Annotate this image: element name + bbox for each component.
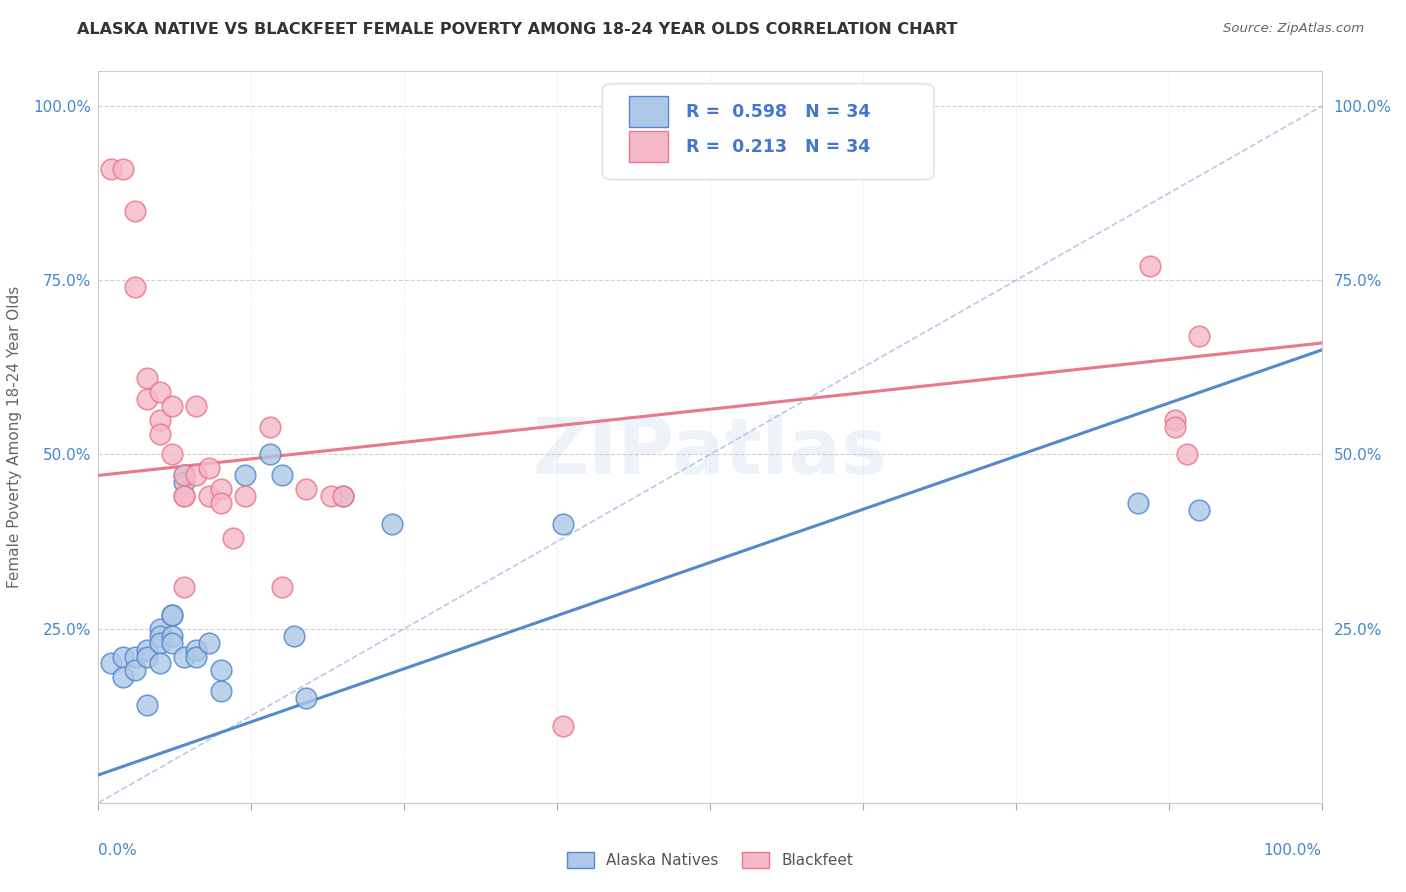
Point: [295, 691, 318, 706]
Point: [136, 698, 159, 713]
Point: [124, 664, 146, 678]
Point: [1175, 448, 1198, 462]
Point: [149, 384, 172, 399]
Point: [1128, 496, 1150, 510]
Y-axis label: Female Poverty Among 18-24 Year Olds: Female Poverty Among 18-24 Year Olds: [7, 286, 22, 588]
Point: [173, 489, 195, 503]
Point: [332, 489, 354, 503]
Point: [209, 496, 232, 510]
Point: [149, 426, 172, 441]
Point: [160, 607, 183, 622]
Point: [1139, 260, 1161, 274]
Point: [1188, 503, 1211, 517]
FancyBboxPatch shape: [602, 84, 934, 179]
Point: [233, 468, 256, 483]
Point: [111, 161, 134, 176]
Text: ZIPatlas: ZIPatlas: [533, 414, 887, 490]
Point: [283, 629, 305, 643]
Text: Source: ZipAtlas.com: Source: ZipAtlas.com: [1223, 22, 1364, 36]
Point: [160, 448, 183, 462]
Point: [233, 489, 256, 503]
Point: [160, 635, 183, 649]
Point: [136, 392, 159, 406]
Point: [186, 642, 208, 657]
Point: [173, 468, 195, 483]
Point: [149, 657, 172, 671]
Point: [149, 412, 172, 426]
Point: [270, 580, 294, 594]
Point: [124, 280, 146, 294]
Text: R =  0.598   N = 34: R = 0.598 N = 34: [686, 103, 870, 120]
Point: [197, 461, 219, 475]
Point: [259, 448, 281, 462]
Point: [160, 399, 183, 413]
Point: [160, 607, 183, 622]
Point: [173, 475, 195, 490]
Point: [111, 670, 134, 684]
Point: [553, 719, 575, 733]
Point: [1188, 329, 1211, 343]
Point: [209, 664, 232, 678]
Point: [1164, 412, 1187, 426]
Point: [100, 161, 122, 176]
Text: 0.0%: 0.0%: [98, 843, 138, 858]
Point: [295, 483, 318, 497]
Point: [100, 657, 122, 671]
Point: [553, 517, 575, 532]
Point: [149, 629, 172, 643]
FancyBboxPatch shape: [630, 96, 668, 127]
Point: [319, 489, 342, 503]
Point: [222, 531, 245, 545]
Point: [186, 468, 208, 483]
Point: [149, 635, 172, 649]
Text: R =  0.213   N = 34: R = 0.213 N = 34: [686, 137, 870, 156]
Point: [186, 649, 208, 664]
Text: 100.0%: 100.0%: [1264, 843, 1322, 858]
Point: [111, 649, 134, 664]
Point: [149, 622, 172, 636]
Point: [173, 468, 195, 483]
Point: [124, 203, 146, 218]
FancyBboxPatch shape: [630, 131, 668, 162]
Point: [381, 517, 404, 532]
Point: [270, 468, 294, 483]
Point: [173, 580, 195, 594]
Point: [173, 649, 195, 664]
Point: [259, 419, 281, 434]
Point: [197, 635, 219, 649]
Point: [186, 399, 208, 413]
Point: [332, 489, 354, 503]
Point: [209, 483, 232, 497]
Point: [136, 642, 159, 657]
Point: [197, 489, 219, 503]
Point: [136, 649, 159, 664]
Point: [1164, 419, 1187, 434]
Point: [124, 649, 146, 664]
Point: [136, 371, 159, 385]
Text: ALASKA NATIVE VS BLACKFEET FEMALE POVERTY AMONG 18-24 YEAR OLDS CORRELATION CHAR: ALASKA NATIVE VS BLACKFEET FEMALE POVERT…: [77, 22, 957, 37]
Point: [209, 684, 232, 698]
Point: [160, 629, 183, 643]
Point: [173, 489, 195, 503]
Legend: Alaska Natives, Blackfeet: Alaska Natives, Blackfeet: [567, 853, 853, 868]
